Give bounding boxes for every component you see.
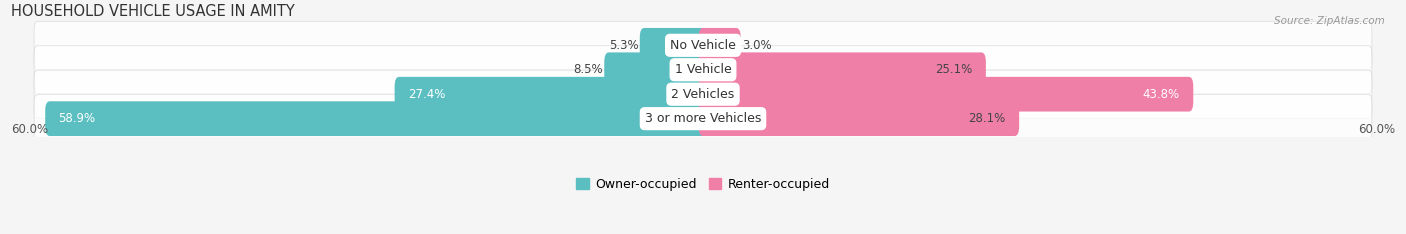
FancyBboxPatch shape (395, 77, 707, 112)
Text: 58.9%: 58.9% (59, 112, 96, 125)
Text: 3 or more Vehicles: 3 or more Vehicles (645, 112, 761, 125)
FancyBboxPatch shape (34, 95, 1372, 143)
Text: No Vehicle: No Vehicle (671, 39, 735, 52)
FancyBboxPatch shape (45, 101, 707, 136)
Text: 8.5%: 8.5% (574, 63, 603, 76)
FancyBboxPatch shape (699, 77, 1194, 112)
Text: 60.0%: 60.0% (1358, 123, 1395, 136)
Text: 25.1%: 25.1% (935, 63, 973, 76)
FancyBboxPatch shape (699, 28, 741, 63)
Text: 27.4%: 27.4% (408, 88, 446, 101)
FancyBboxPatch shape (699, 101, 1019, 136)
FancyBboxPatch shape (34, 46, 1372, 94)
Text: 2 Vehicles: 2 Vehicles (672, 88, 734, 101)
Text: 28.1%: 28.1% (969, 112, 1005, 125)
FancyBboxPatch shape (640, 28, 707, 63)
Text: 5.3%: 5.3% (609, 39, 638, 52)
Text: HOUSEHOLD VEHICLE USAGE IN AMITY: HOUSEHOLD VEHICLE USAGE IN AMITY (11, 4, 295, 19)
Text: 1 Vehicle: 1 Vehicle (675, 63, 731, 76)
Text: 43.8%: 43.8% (1143, 88, 1180, 101)
Text: 3.0%: 3.0% (742, 39, 772, 52)
FancyBboxPatch shape (699, 52, 986, 87)
Text: Source: ZipAtlas.com: Source: ZipAtlas.com (1274, 16, 1385, 26)
Text: 60.0%: 60.0% (11, 123, 48, 136)
FancyBboxPatch shape (605, 52, 707, 87)
FancyBboxPatch shape (34, 70, 1372, 118)
Legend: Owner-occupied, Renter-occupied: Owner-occupied, Renter-occupied (571, 173, 835, 196)
FancyBboxPatch shape (34, 21, 1372, 69)
